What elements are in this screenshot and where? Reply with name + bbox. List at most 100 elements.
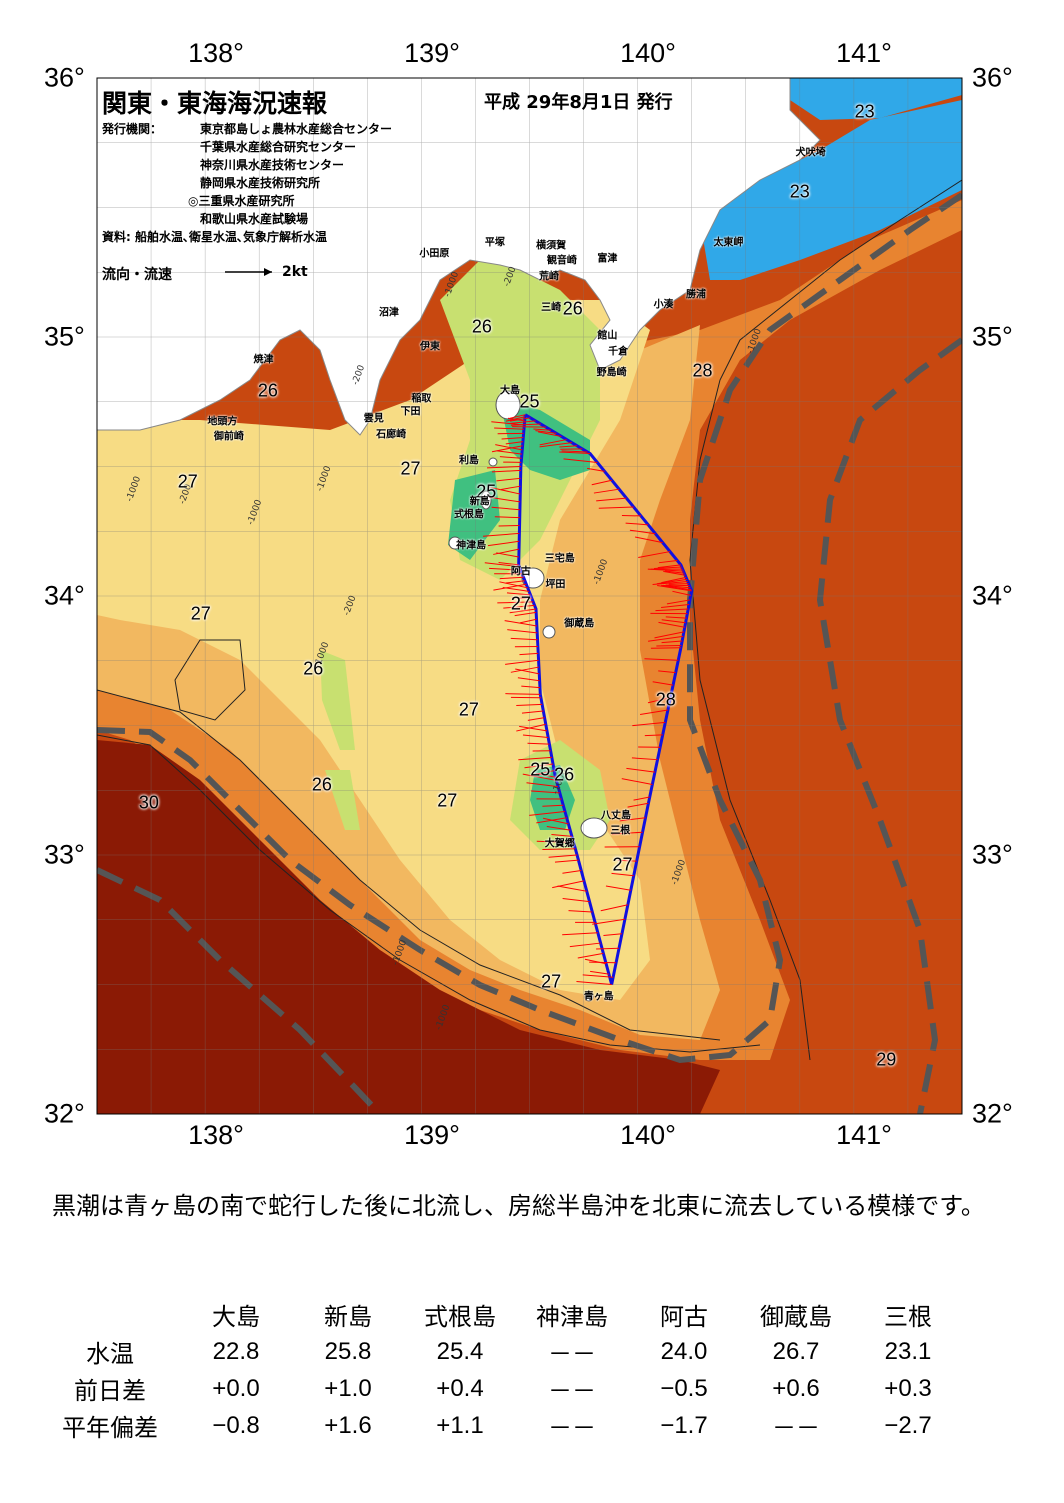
temperature-label: 27 <box>190 603 211 624</box>
current-vector <box>647 635 684 642</box>
place-label: 三根 <box>610 825 631 837</box>
current-vector <box>591 479 612 486</box>
ocean-26-west-strip-2 <box>325 770 360 830</box>
island-kozushima <box>448 536 462 550</box>
current-vector <box>517 677 540 682</box>
temperature-label: 25 <box>530 759 551 780</box>
place-label: 青ヶ島 <box>583 991 614 1003</box>
current-vector <box>658 621 685 628</box>
temperature-label: 26 <box>471 316 492 337</box>
current-vector <box>535 430 557 434</box>
table-cell: 25.4 <box>436 1337 484 1365</box>
current-vector <box>640 709 668 715</box>
place-label: 三宅島 <box>544 553 575 565</box>
current-vector <box>590 970 609 975</box>
current-vector <box>542 848 576 850</box>
current-vector <box>487 486 521 495</box>
current-vector <box>519 725 548 732</box>
table-cell: −0.5 <box>660 1374 708 1402</box>
ocean-26-west-strip <box>320 650 355 750</box>
current-vector <box>617 859 637 862</box>
current-vector <box>503 604 535 609</box>
place-label: 平塚 <box>484 237 505 249</box>
current-vector <box>568 910 593 913</box>
current-vector <box>665 616 687 619</box>
current-vector <box>495 444 523 451</box>
lat-label-left: 33° <box>44 839 85 870</box>
column-header: 三根 <box>884 1303 932 1331</box>
current-vector <box>589 961 617 964</box>
current-vector <box>598 506 634 509</box>
map-frame <box>96 77 963 1115</box>
current-vector <box>551 833 572 837</box>
current-vector <box>600 904 628 912</box>
current-vector <box>561 450 588 453</box>
observation-table: 大島 新島 式根島 神津島 阿古 御蔵島 三根 水温 22.8 25.8 25.… <box>40 1296 964 1444</box>
lat-label-left: 36° <box>44 62 85 93</box>
column-header: 新島 <box>324 1303 372 1331</box>
current-vector <box>505 441 523 445</box>
current-vector <box>659 559 678 564</box>
current-vector <box>546 826 571 831</box>
current-vector <box>505 416 526 422</box>
column-header: 式根島 <box>424 1303 496 1331</box>
organization: 神奈川県水産技術センター <box>200 158 345 172</box>
current-vector <box>510 637 538 641</box>
current-vector <box>516 703 543 706</box>
table-cell: +0.6 <box>772 1374 820 1402</box>
table-cell: −2.7 <box>884 1411 932 1439</box>
issuer-block: 発行機関： 東京都島しょ農林水産総合センター 千葉県水産総合研究センター 神奈川… <box>102 120 392 244</box>
table-cell: 26.7 <box>772 1337 820 1365</box>
lat-label-right: 35° <box>972 321 1013 352</box>
place-label: 阿古 <box>510 566 531 578</box>
current-vector <box>603 933 623 936</box>
current-vector <box>529 810 566 816</box>
place-label: 下田 <box>400 406 421 418</box>
table-corner <box>40 1296 180 1333</box>
current-vector <box>499 576 524 580</box>
place-label: 雲見 <box>363 413 384 425</box>
lat-label-left: 34° <box>44 580 85 611</box>
lon-label-top: 138° <box>188 38 244 68</box>
place-label: 伊東 <box>420 341 441 353</box>
current-vector <box>533 428 552 431</box>
temperature-label: 27 <box>612 854 633 875</box>
column-header: 神津島 <box>536 1303 608 1331</box>
current-vector <box>562 898 590 903</box>
current-vector <box>655 608 689 612</box>
current-vector <box>577 952 604 959</box>
kuroshio-axis-outer <box>97 337 962 1114</box>
place-label: 御蔵島 <box>564 618 595 630</box>
current-vector <box>491 469 521 473</box>
place-label: 横須賀 <box>536 240 567 252</box>
current-vector <box>491 445 523 453</box>
current-vector <box>552 880 585 889</box>
temperature-label: 25 <box>519 391 540 412</box>
table-cell: 25.8 <box>324 1337 372 1365</box>
place-label: 富津 <box>597 253 618 265</box>
table-cell: +1.1 <box>436 1411 484 1439</box>
island-miyakejima <box>521 567 545 589</box>
table-row: 水温 22.8 25.8 25.4 －－ 24.0 26.7 23.1 <box>40 1333 964 1370</box>
lon-label-bottom: 139° <box>404 1120 460 1150</box>
place-label: 勝浦 <box>686 289 706 301</box>
place-label: 太東岬 <box>713 237 744 249</box>
current-vector <box>510 423 541 426</box>
current-vector <box>592 918 625 925</box>
current-vector <box>582 974 614 978</box>
current-vector <box>518 756 552 761</box>
current-vector <box>527 742 550 745</box>
current-vector <box>562 870 582 874</box>
current-vector <box>506 592 531 596</box>
place-label: 館山 <box>597 330 618 342</box>
current-vector <box>652 580 688 585</box>
temperature-label: 27 <box>400 458 421 479</box>
current-vector <box>654 631 685 639</box>
current-vector <box>509 414 526 419</box>
current-vector <box>494 516 520 519</box>
current-vector <box>497 601 534 604</box>
current-vector <box>638 551 671 558</box>
current-vector <box>539 439 567 446</box>
current-vector <box>661 603 690 608</box>
current-vector <box>661 584 692 591</box>
